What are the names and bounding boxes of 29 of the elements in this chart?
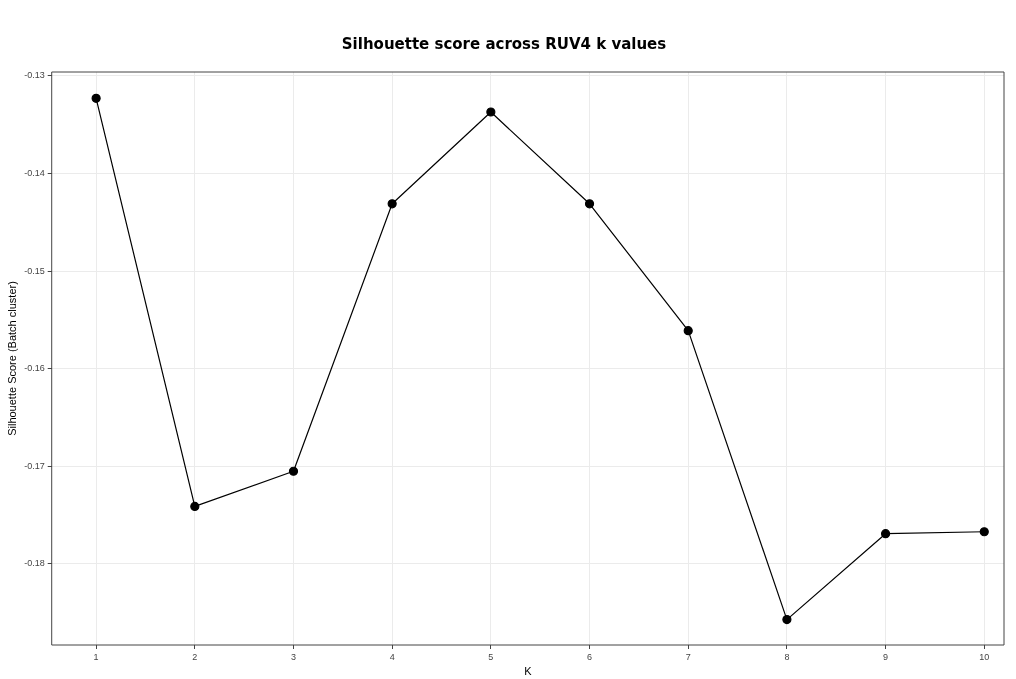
x-tick-label: 10 (979, 651, 990, 662)
point (486, 107, 496, 117)
y-tick-label: -0.18 (24, 558, 45, 569)
x-tick-label: 5 (488, 651, 494, 662)
x-tick-label: 9 (883, 651, 889, 662)
point (190, 501, 200, 511)
point (683, 326, 693, 336)
x-tick-label: 6 (587, 651, 593, 662)
y-tick-label: -0.15 (24, 265, 45, 276)
y-tick-label: -0.16 (24, 363, 45, 374)
y-tick-label: -0.17 (24, 460, 45, 471)
chart-title: Silhouette score across RUV4 k values (341, 34, 667, 53)
point (782, 615, 792, 625)
x-tick-label: 3 (290, 651, 296, 662)
point (979, 527, 989, 537)
x-tick-label: 2 (192, 651, 198, 662)
point (387, 199, 397, 209)
x-tick-label: 8 (784, 651, 790, 662)
point (880, 529, 891, 539)
y-tick-label: -0.14 (24, 168, 45, 178)
point (584, 199, 595, 209)
x-tick-label: 4 (389, 651, 395, 662)
y-axis-title: Silhouette Score (Batch cluster) (5, 281, 18, 436)
y-tick-label: -0.13 (24, 70, 45, 81)
x-tick-label: 1 (93, 651, 99, 662)
point (288, 466, 299, 476)
x-tick-label: 7 (685, 651, 691, 662)
x-axis-title: K (524, 665, 533, 678)
point (91, 93, 101, 103)
